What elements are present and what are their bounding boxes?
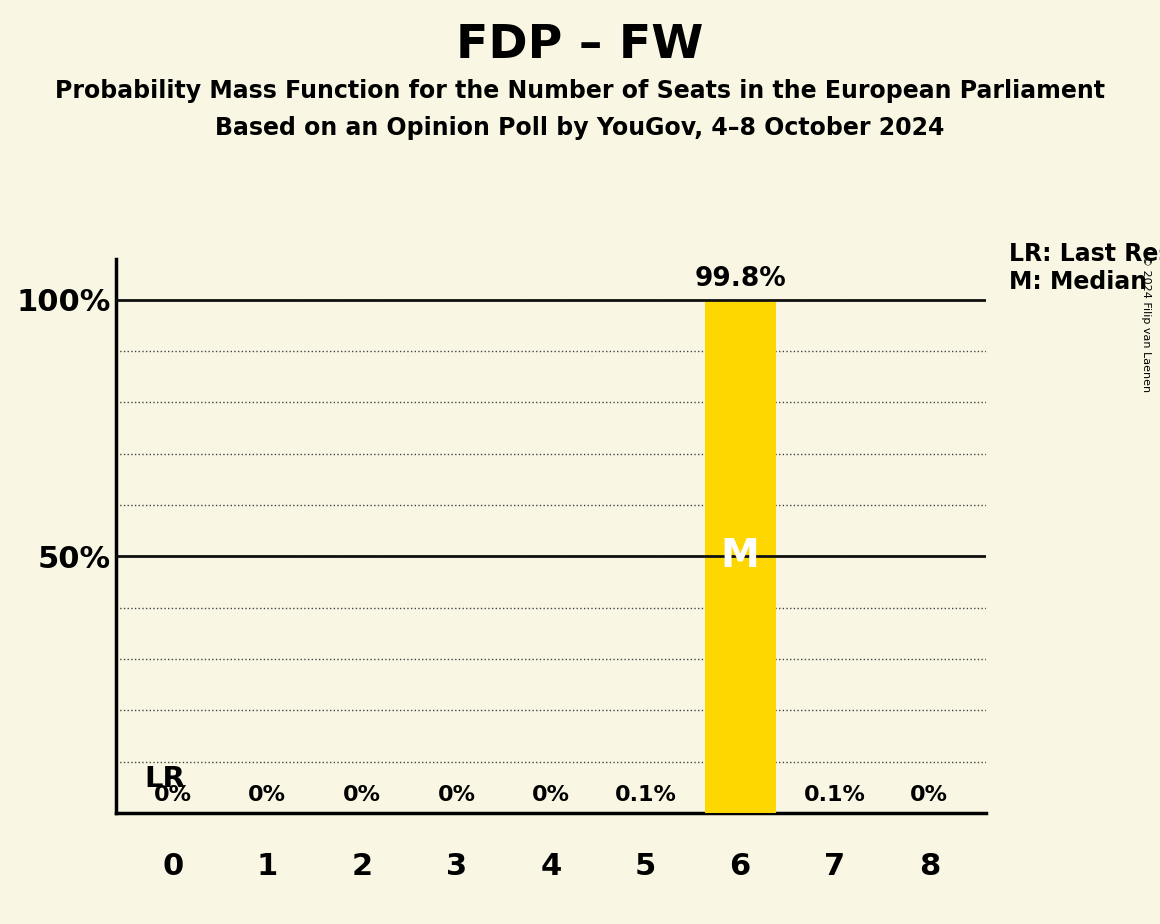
Text: 0%: 0%: [911, 785, 948, 806]
Text: 5: 5: [635, 852, 657, 881]
Text: Based on an Opinion Poll by YouGov, 4–8 October 2024: Based on an Opinion Poll by YouGov, 4–8 …: [216, 116, 944, 140]
Text: 0.1%: 0.1%: [615, 785, 676, 806]
Text: 0%: 0%: [532, 785, 570, 806]
Text: 0.1%: 0.1%: [804, 785, 865, 806]
Text: 3: 3: [445, 852, 467, 881]
Text: LR: Last Result: LR: Last Result: [1009, 242, 1160, 266]
Text: 6: 6: [730, 852, 751, 881]
Text: 0: 0: [162, 852, 183, 881]
Text: 0%: 0%: [248, 785, 287, 806]
Text: 0%: 0%: [154, 785, 191, 806]
Text: 4: 4: [541, 852, 561, 881]
Text: FDP – FW: FDP – FW: [456, 23, 704, 68]
Text: 0%: 0%: [437, 785, 476, 806]
Text: M: M: [720, 538, 760, 576]
Text: 0%: 0%: [343, 785, 380, 806]
Text: Probability Mass Function for the Number of Seats in the European Parliament: Probability Mass Function for the Number…: [55, 79, 1105, 103]
Text: 99.8%: 99.8%: [694, 266, 786, 292]
Text: 7: 7: [824, 852, 846, 881]
Text: 8: 8: [919, 852, 940, 881]
Text: M: Median: M: Median: [1009, 270, 1147, 294]
Text: 1: 1: [256, 852, 278, 881]
Text: 2: 2: [351, 852, 372, 881]
Text: LR: LR: [144, 764, 186, 793]
Bar: [704, 301, 776, 813]
Text: © 2024 Filip van Laenen: © 2024 Filip van Laenen: [1141, 255, 1151, 392]
